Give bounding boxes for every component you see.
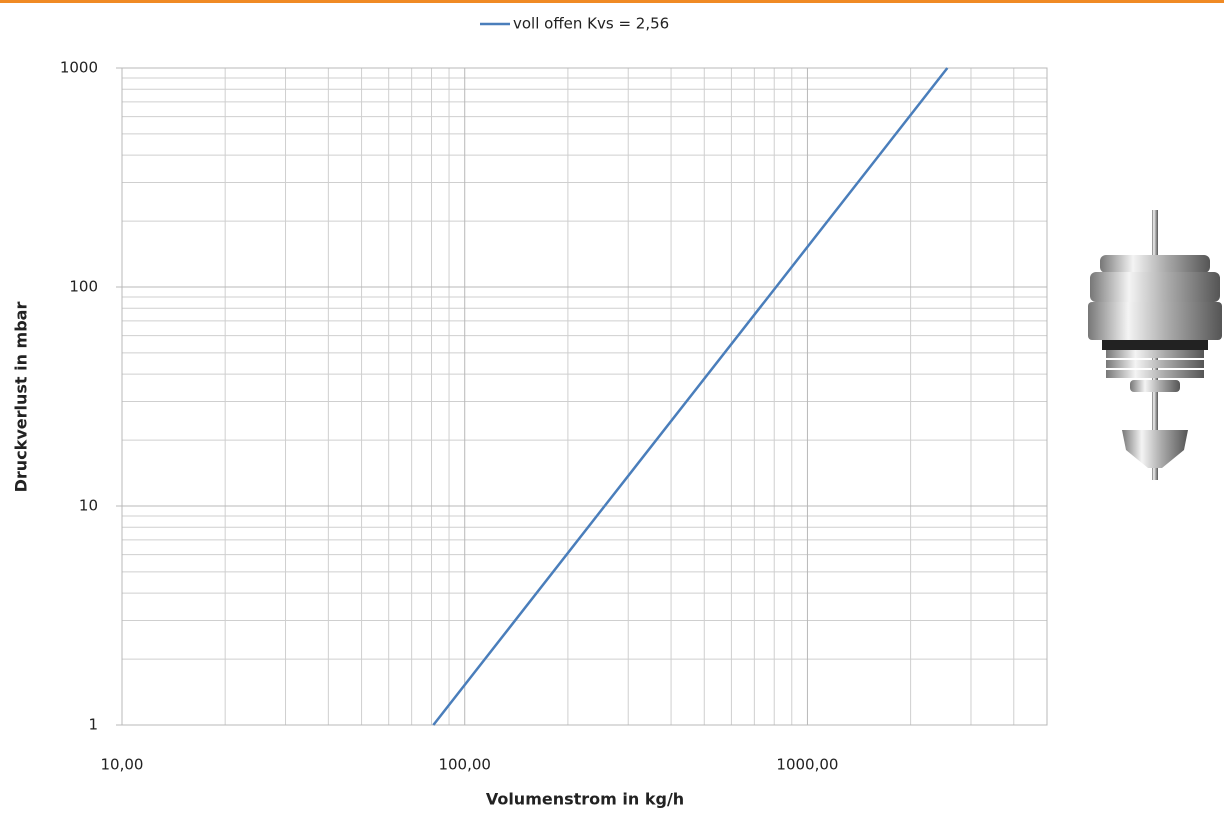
x-tick-label: 100,00 <box>438 756 491 774</box>
series-line <box>432 67 949 726</box>
valve-image <box>1088 210 1222 480</box>
y-tick-label: 10 <box>79 497 98 515</box>
y-axis-title: Druckverlust in mbar <box>12 302 31 493</box>
y-tick-label: 100 <box>69 278 98 296</box>
y-tick-label: 1000 <box>60 59 98 77</box>
y-tick-label: 1 <box>88 716 98 734</box>
top-bar <box>0 0 1224 3</box>
x-axis-title: Volumenstrom in kg/h <box>486 790 684 809</box>
legend-label: voll offen Kvs = 2,56 <box>513 15 669 33</box>
x-tick-label: 10,00 <box>101 756 144 774</box>
x-tick-label: 1000,00 <box>776 756 838 774</box>
plot-border <box>121 67 1048 726</box>
plot-area <box>116 67 1048 726</box>
